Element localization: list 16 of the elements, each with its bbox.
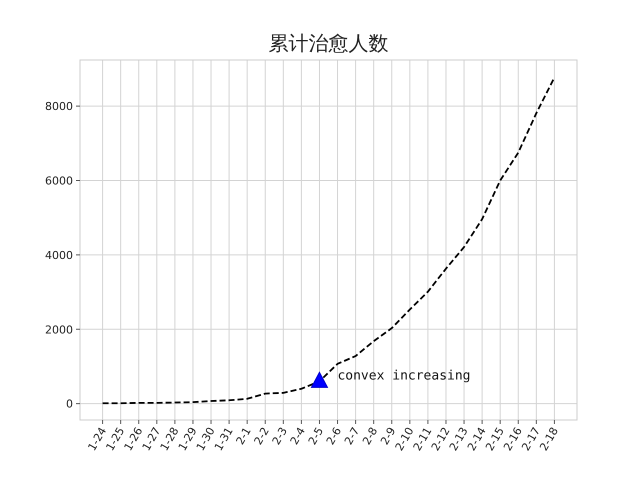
x-tick-label: 2-3 xyxy=(270,425,290,448)
y-tick-label: 0 xyxy=(66,398,73,411)
x-tick-label: 2-5 xyxy=(306,425,326,448)
y-tick-label: 6000 xyxy=(45,174,73,188)
x-tick-label: 2-4 xyxy=(288,425,308,448)
annotation: convex increasing xyxy=(337,368,471,384)
x-tick-label: 2-2 xyxy=(252,425,272,448)
x-tick-label: 2-6 xyxy=(324,425,344,448)
x-tick-label: 2-7 xyxy=(342,425,362,448)
line-series xyxy=(102,76,556,404)
y-tick-label: 4000 xyxy=(45,248,73,262)
y-tick-label: 2000 xyxy=(45,323,73,336)
x-tick-label: 2-8 xyxy=(360,425,380,448)
y-tick-label: 8000 xyxy=(45,100,73,114)
chart-title: 累计治愈人数 xyxy=(268,31,388,55)
x-tick-label: 2-1 xyxy=(234,425,254,448)
